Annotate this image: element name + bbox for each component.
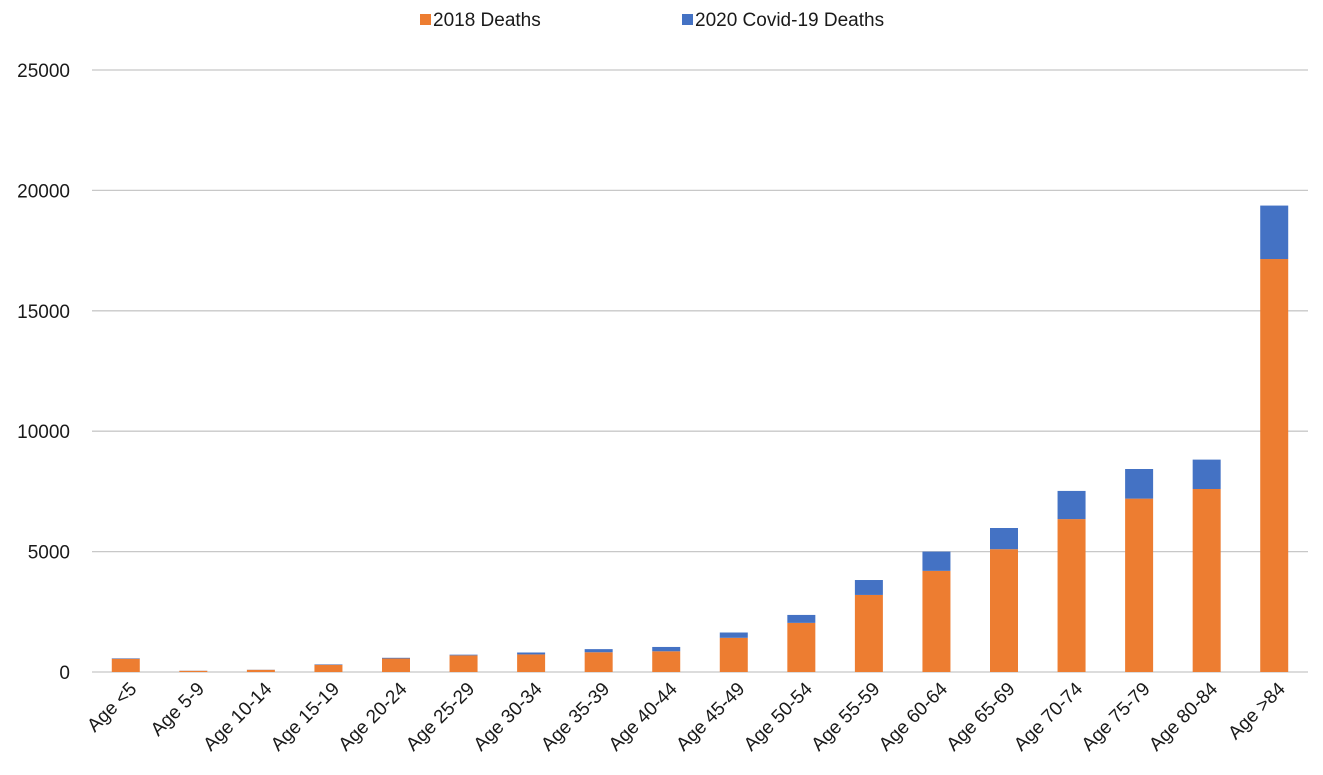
bar-segment bbox=[1125, 498, 1154, 672]
bar-segment bbox=[990, 528, 1018, 550]
bar-segment bbox=[1125, 469, 1154, 499]
y-tick-label: 25000 bbox=[17, 61, 70, 82]
x-tick-label: Age 50-54 bbox=[740, 678, 817, 755]
bar-segment bbox=[517, 654, 546, 672]
bar-segment bbox=[179, 670, 208, 672]
x-tick-label: Age 35-39 bbox=[537, 679, 614, 756]
bar-segment bbox=[652, 651, 681, 672]
legend-swatch bbox=[420, 14, 431, 25]
x-tick-label: Age <5 bbox=[84, 679, 142, 737]
x-tick-label: Age 5-9 bbox=[147, 679, 209, 741]
legend-label: 2018 Deaths bbox=[433, 10, 541, 31]
y-tick-label: 15000 bbox=[17, 302, 70, 323]
bar-segment bbox=[719, 637, 748, 672]
y-axis-ticks: 0 5000 10000 15000 20000 25000 bbox=[17, 61, 70, 684]
bar-segment bbox=[1192, 488, 1221, 672]
legend: 2018 Deaths 2020 Covid-19 Deaths bbox=[420, 10, 884, 31]
x-tick-label: Age 15-19 bbox=[267, 679, 344, 756]
bar-segment bbox=[990, 549, 1018, 672]
x-tick-label: Age 10-14 bbox=[200, 678, 277, 755]
y-tick-label: 20000 bbox=[17, 181, 70, 202]
y-tick-label: 0 bbox=[59, 663, 70, 684]
bar-segment bbox=[922, 551, 951, 571]
bar-segment bbox=[854, 594, 883, 672]
x-tick-label: Age 60-64 bbox=[875, 678, 952, 755]
bar-segment bbox=[449, 655, 478, 672]
bar-segment bbox=[111, 658, 140, 672]
y-tick-label: 10000 bbox=[17, 422, 70, 443]
x-tick-label: Age 55-59 bbox=[808, 679, 885, 756]
bar-segment bbox=[854, 580, 883, 595]
bars bbox=[111, 205, 1289, 672]
bar-segment bbox=[1057, 490, 1086, 520]
legend-label: 2020 Covid-19 Deaths bbox=[695, 10, 884, 31]
bar-segment bbox=[652, 646, 681, 652]
legend-swatch bbox=[682, 14, 693, 25]
x-tick-label: Age 75-79 bbox=[1078, 679, 1155, 756]
x-tick-label: Age 45-49 bbox=[672, 679, 749, 756]
x-tick-label: Age 80-84 bbox=[1145, 678, 1222, 755]
bar-segment bbox=[382, 657, 410, 659]
bar-segment bbox=[517, 652, 546, 655]
x-tick-label: Age >84 bbox=[1224, 678, 1290, 744]
bar-segment bbox=[246, 669, 275, 672]
x-tick-label: Age 30-34 bbox=[470, 678, 547, 755]
x-tick-label: Age 25-29 bbox=[402, 679, 479, 756]
bar-segment bbox=[1260, 205, 1289, 260]
bar-segment bbox=[787, 614, 816, 623]
bar-segment bbox=[787, 622, 816, 672]
bar-segment bbox=[719, 632, 748, 638]
bar-segment bbox=[584, 652, 613, 672]
bar-segment bbox=[1057, 519, 1086, 672]
bar-segment bbox=[449, 654, 478, 656]
x-tick-label: Age 65-69 bbox=[943, 679, 1020, 756]
bar-segment bbox=[382, 658, 410, 672]
gridlines bbox=[92, 69, 1308, 673]
bar-segment bbox=[1260, 259, 1289, 672]
bar-segment bbox=[314, 664, 343, 672]
x-tick-label: Age 20-24 bbox=[335, 678, 412, 755]
bar-segment bbox=[584, 649, 613, 653]
bar-segment bbox=[922, 570, 951, 672]
x-tick-label: Age 70-74 bbox=[1010, 678, 1087, 755]
x-tick-label: Age 40-44 bbox=[605, 678, 682, 755]
bar-segment bbox=[1192, 459, 1221, 489]
y-tick-label: 5000 bbox=[28, 543, 70, 564]
